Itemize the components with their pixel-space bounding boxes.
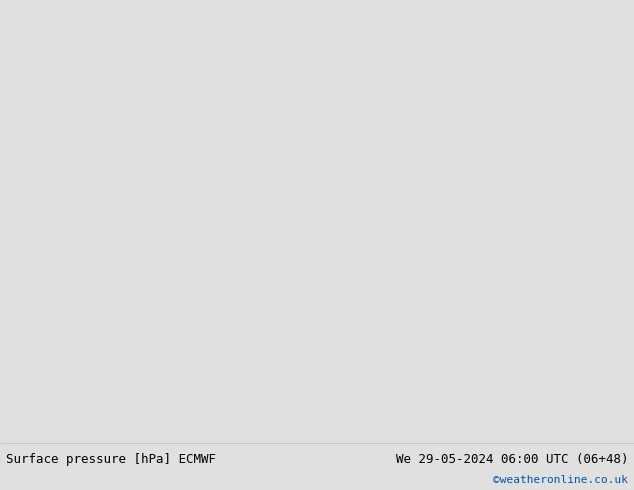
Text: ©weatheronline.co.uk: ©weatheronline.co.uk (493, 475, 628, 485)
Text: Surface pressure [hPa] ECMWF: Surface pressure [hPa] ECMWF (6, 453, 216, 466)
Text: We 29-05-2024 06:00 UTC (06+48): We 29-05-2024 06:00 UTC (06+48) (396, 453, 628, 466)
